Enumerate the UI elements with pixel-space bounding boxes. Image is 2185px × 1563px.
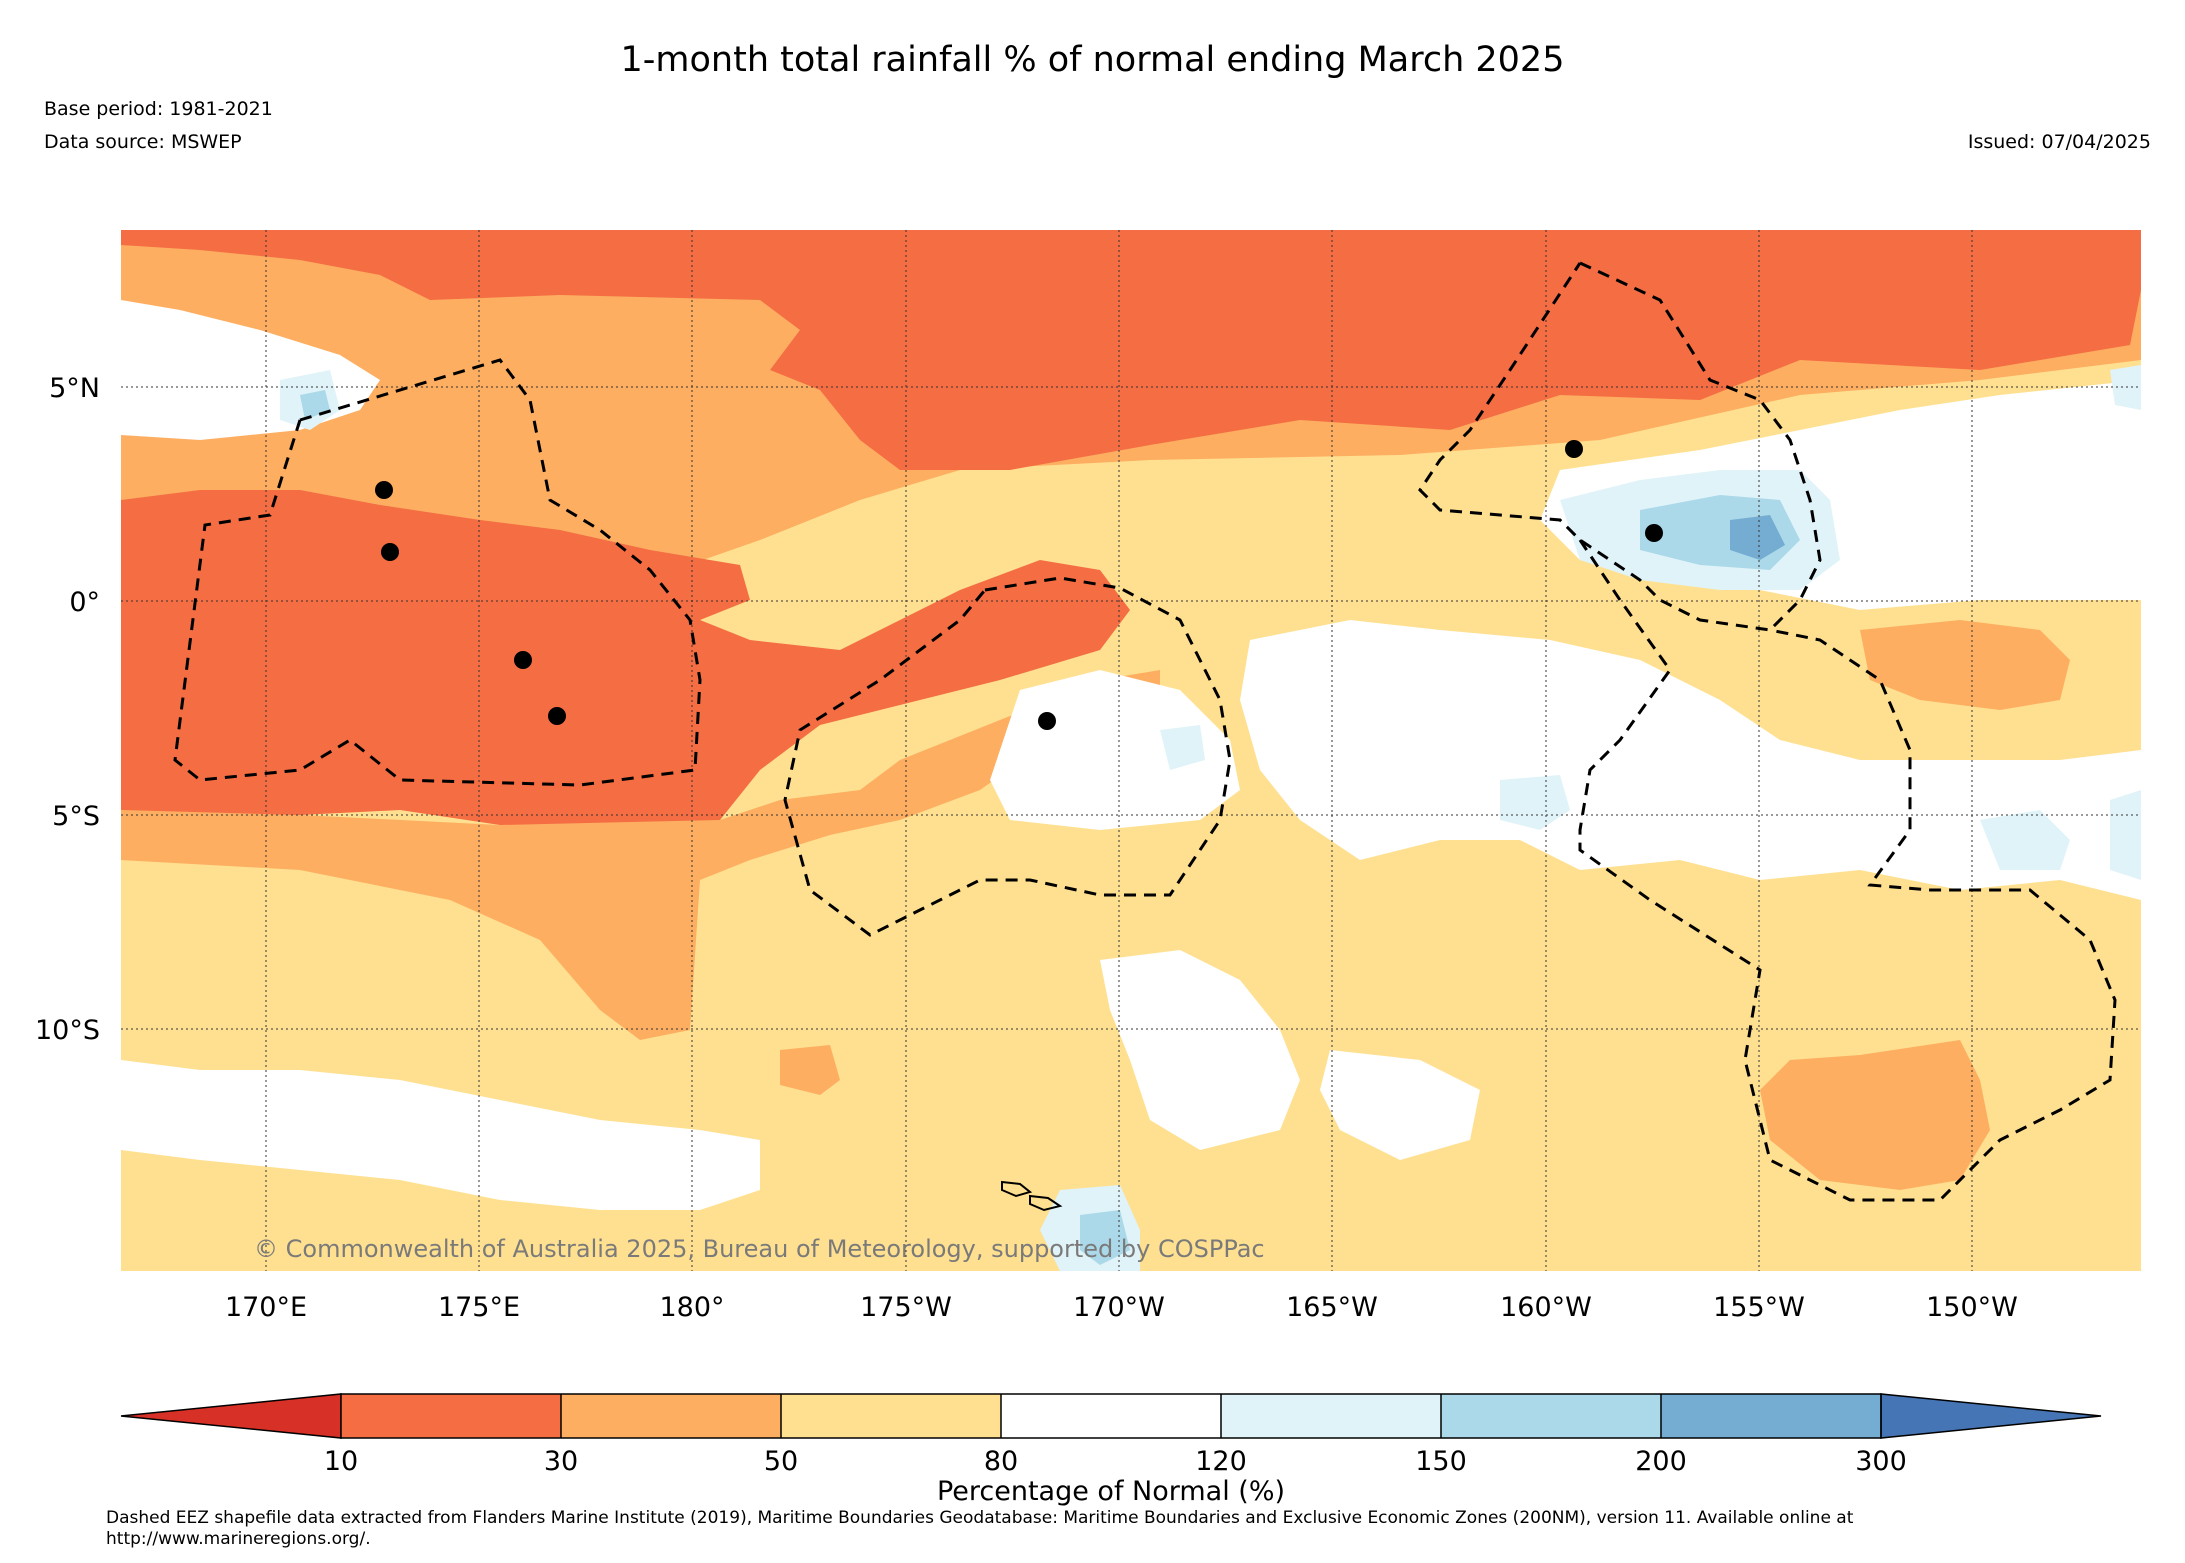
colorbar-tick-80: 80 [984, 1446, 1018, 1477]
colorbar-tick-120: 120 [1195, 1446, 1247, 1477]
colorbar-tick-300: 300 [1855, 1446, 1907, 1477]
base-period: Base period: 1981-2021 [44, 98, 273, 120]
field-30-50-east [1860, 620, 2070, 710]
longitude-labels: 170°E 175°E 180° 175°W 170°W 165°W 160°W… [225, 1292, 2018, 1323]
colorbar-label: Percentage of Normal (%) [937, 1476, 1285, 1507]
field-120-150-f [1500, 775, 1570, 830]
lon-label-175e: 175°E [438, 1292, 520, 1323]
lat-label-5s: 5°S [52, 801, 100, 832]
footnote: Dashed EEZ shapefile data extracted from… [106, 1508, 2156, 1550]
lon-label-175w: 175°W [860, 1292, 952, 1323]
island-marker [375, 481, 393, 499]
colorbar-outline [340, 1393, 1882, 1439]
field-120-150-d [1980, 810, 2070, 870]
field-120-150-g [1160, 725, 1205, 770]
colorbar-dividers [560, 1394, 1662, 1438]
eez-kiribati-line [1418, 261, 1822, 632]
lon-label-160w: 160°W [1500, 1292, 1592, 1323]
colorbar-30-50 [561, 1394, 781, 1438]
lon-label-180: 180° [659, 1292, 724, 1323]
colorbar-80-120 [1001, 1394, 1221, 1438]
footnote-line-1: Dashed EEZ shapefile data extracted from… [106, 1508, 1854, 1528]
field-80-120-mid [1240, 620, 2141, 900]
colorbar-tick-50: 50 [764, 1446, 798, 1477]
island-marker [1645, 524, 1663, 542]
issued-date: Issued: 07/04/2025 [1967, 131, 2151, 153]
island-marker [1565, 440, 1583, 458]
colorbar-150-200 [1441, 1394, 1661, 1438]
field-80-120-south [1100, 950, 1300, 1150]
colorbar-200-300 [1661, 1394, 1881, 1438]
lat-label-0: 0° [69, 587, 100, 618]
field-80-120-southwest [121, 1060, 760, 1210]
map-title: 1-month total rainfall % of normal endin… [620, 40, 1565, 80]
field-150-200-c [1080, 1210, 1130, 1265]
colorbar-10-30 [341, 1394, 561, 1438]
colorbar-120-150 [1221, 1394, 1441, 1438]
colorbar-gt300 [1880, 1393, 2102, 1439]
field-120-150-h [2110, 365, 2141, 410]
samoa-islands [1001, 1180, 1063, 1212]
lat-label-10s: 10°S [35, 1015, 100, 1046]
colorbar-50-80 [781, 1394, 1001, 1438]
eez-boundaries [173, 261, 2117, 1202]
field-30-50-south-west [121, 670, 1160, 1040]
colorbar-lt10 [120, 1393, 342, 1439]
field-120-150-e [2110, 790, 2141, 880]
rainfall-field [121, 230, 2141, 1271]
island-marker [381, 543, 399, 561]
field-80-120-south-centre [1320, 1050, 1480, 1160]
lat-label-5n: 5°N [49, 373, 100, 404]
copyright-text: © Commonwealth of Australia 2025, Bureau… [254, 1235, 1265, 1263]
latitude-labels: 5°N 0° 5°S 10°S [35, 373, 100, 1046]
lon-label-165w: 165°W [1286, 1292, 1378, 1323]
colorbar-tick-150: 150 [1415, 1446, 1467, 1477]
gridlines [121, 230, 2141, 1271]
field-30-50-southeast [1760, 1040, 1990, 1190]
footnote-line-2: http://www.marineregions.org/. [106, 1529, 371, 1549]
colorbar-tick-200: 200 [1635, 1446, 1687, 1477]
colorbar-tick-30: 30 [544, 1446, 578, 1477]
lon-label-170w: 170°W [1073, 1292, 1165, 1323]
colorbar: 10 30 50 80 120 150 200 300 Percentage o… [120, 1393, 2102, 1507]
data-source: Data source: MSWEP [44, 131, 242, 153]
field-10-30-west [121, 490, 1130, 835]
island-marker [514, 651, 532, 669]
eez-tokelau [783, 576, 1232, 937]
lon-label-150w: 150°W [1926, 1292, 2018, 1323]
field-30-50-small [780, 1045, 840, 1095]
island-marker [548, 707, 566, 725]
island-markers [375, 440, 1663, 730]
lon-label-155w: 155°W [1713, 1292, 1805, 1323]
eez-kiribati-phoenix-south [1578, 539, 2117, 1202]
island-marker [1038, 712, 1056, 730]
colorbar-tick-10: 10 [324, 1446, 358, 1477]
field-80-120-central [990, 670, 1240, 830]
eez-kiribati-gilbert [173, 358, 702, 787]
lon-label-170e: 170°E [225, 1292, 307, 1323]
field-200-300-a [1730, 515, 1785, 560]
